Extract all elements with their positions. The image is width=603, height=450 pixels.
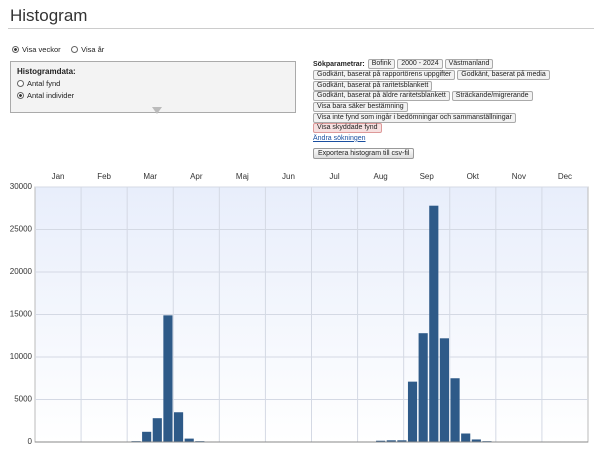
y-tick-label: 25000 xyxy=(10,225,33,234)
bar xyxy=(471,439,481,442)
panel-pointer xyxy=(152,107,162,114)
bar xyxy=(407,381,418,442)
bar xyxy=(461,433,471,442)
export-button[interactable]: Exportera histogram till csv-fil xyxy=(313,147,415,159)
radio-label: Visa år xyxy=(81,45,105,54)
x-tick-label: Sep xyxy=(420,172,435,181)
bar xyxy=(450,378,460,442)
y-tick-label: 5000 xyxy=(14,395,32,404)
bar xyxy=(397,440,407,442)
param-tag: Visa bara säker bestämning xyxy=(313,102,408,113)
bar xyxy=(429,205,439,442)
search-params: Sökparametrar: Bofink 2000 - 2024 Västmanla… xyxy=(313,59,552,159)
y-tick-label: 15000 xyxy=(10,310,33,319)
param-tag: Godkänt, baserat på äldre raritetsblanke… xyxy=(313,91,450,102)
x-tick-label: Dec xyxy=(558,172,572,181)
x-tick-label: Okt xyxy=(467,172,480,181)
radio-label: Visa veckor xyxy=(22,45,61,54)
x-tick-label: Maj xyxy=(236,172,249,181)
y-tick-label: 30000 xyxy=(10,182,33,191)
bar xyxy=(163,315,173,442)
param-tag: Godkänt, baserat på raritetsblankett xyxy=(313,80,433,91)
bar xyxy=(142,431,152,442)
edit-link[interactable]: Ändra sökningen xyxy=(313,134,366,142)
y-tick-label: 0 xyxy=(28,437,33,446)
bar xyxy=(386,440,396,442)
param-tag: Sträckande/migrerande xyxy=(451,91,533,102)
bar xyxy=(439,338,450,442)
x-tick-label: Feb xyxy=(97,172,111,181)
page-title: Histogram xyxy=(10,6,88,25)
radio[interactable]: Visa veckor xyxy=(12,45,61,54)
param-tag: Godkänt, baserat på rapportörens uppgift… xyxy=(313,70,456,81)
chart: Jan Feb Mar Apr Maj Jun Jul Aug Sep Okt Nov Dec 0 500… xyxy=(10,172,589,446)
x-tick-label: Aug xyxy=(374,172,388,181)
param-row: Sökparametrar: Bofink 2000 - 2024 Västmanla… xyxy=(313,59,552,70)
param-row: Visa bara säker bestämning xyxy=(313,102,552,113)
bar xyxy=(418,333,428,442)
divider xyxy=(8,28,594,29)
y-tick-label: 10000 xyxy=(10,352,33,361)
radio[interactable]: Visa år xyxy=(71,45,104,54)
panel-title: Histogramdata: xyxy=(17,67,76,76)
histogram-data-panel: Histogramdata: Antal fynd Antal individe… xyxy=(10,61,296,113)
radio-label: Antal fynd xyxy=(27,79,61,88)
view-options: Visa veckor Visa år xyxy=(12,40,110,58)
bar xyxy=(376,440,386,442)
y-tick-label: 20000 xyxy=(10,267,33,276)
param-tag: Godkänt, baserat på media xyxy=(457,70,550,81)
params-label: Sökparametrar: xyxy=(313,60,365,68)
x-tick-label: Mar xyxy=(143,172,157,181)
x-tick-label: Nov xyxy=(512,172,526,181)
bar xyxy=(152,418,162,442)
param-row: Visa inte fynd som ingår i bedömningar o… xyxy=(313,112,552,123)
param-row: Godkänt, baserat på raritetsblankett xyxy=(313,80,552,91)
param-tag: 2000 - 2024 xyxy=(397,59,443,70)
x-tick-label: Jan xyxy=(52,172,65,181)
x-tick-label: Apr xyxy=(190,172,203,181)
bar xyxy=(184,438,194,442)
param-tag: Västmanland xyxy=(444,59,494,70)
param-row: Godkänt, baserat på äldre raritetsblanke… xyxy=(313,91,552,102)
param-tag: Visa inte fynd som ingår i bedömningar o… xyxy=(313,112,516,123)
bar xyxy=(173,412,184,442)
param-row: Godkänt, baserat på rapportörens uppgift… xyxy=(313,70,552,81)
radio[interactable]: Antal fynd xyxy=(17,79,283,88)
radio-label: Antal individer xyxy=(27,91,75,100)
radio[interactable]: Antal individer xyxy=(17,91,283,100)
x-tick-label: Jun xyxy=(282,172,295,181)
x-tick-label: Jul xyxy=(329,172,339,181)
param-tag: Visa skyddade fynd xyxy=(313,123,382,134)
param-tag: Bofink xyxy=(367,59,396,70)
param-row: Visa skyddade fynd xyxy=(313,123,552,134)
